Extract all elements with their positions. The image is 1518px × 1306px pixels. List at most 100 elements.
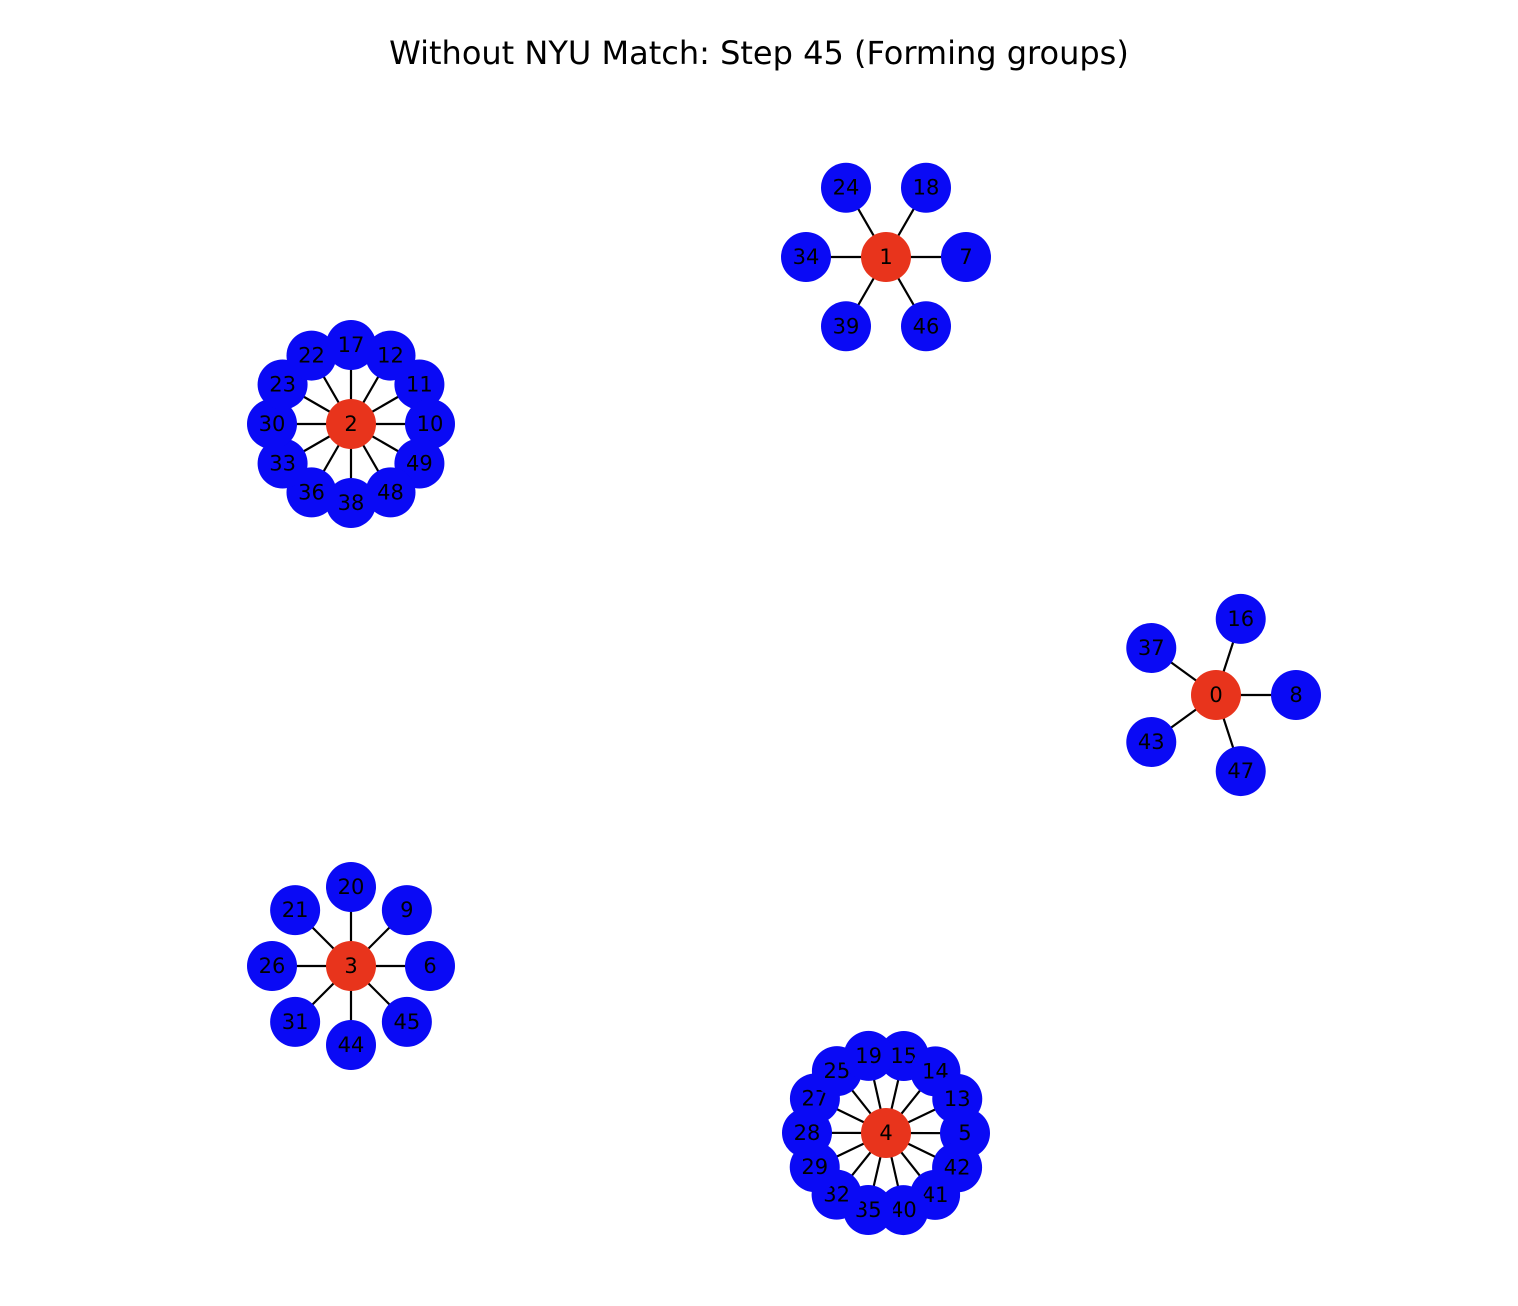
member-node-10: 10 — [405, 399, 455, 449]
hub-circle — [861, 232, 911, 282]
member-node-9: 9 — [381, 885, 432, 936]
member-circle — [326, 1020, 376, 1070]
member-node-24: 24 — [821, 162, 871, 213]
node-label: 0 — [1209, 683, 1222, 707]
node-label: 44 — [338, 1033, 365, 1057]
member-node-21: 21 — [270, 885, 321, 936]
member-node-33: 33 — [257, 438, 308, 489]
node-label: 10 — [417, 412, 444, 436]
member-node-31: 31 — [270, 996, 321, 1047]
member-node-6: 6 — [405, 941, 455, 991]
member-node-38: 38 — [326, 478, 376, 528]
member-circle — [878, 1185, 929, 1236]
member-node-26: 26 — [247, 941, 297, 991]
member-circle — [901, 162, 951, 213]
member-circle — [941, 232, 991, 282]
member-circle — [270, 885, 321, 936]
node-label: 28 — [794, 1121, 821, 1145]
hub-circle — [861, 1108, 911, 1158]
member-circle — [326, 320, 376, 370]
node-label: 38 — [338, 491, 365, 515]
node-label: 2 — [344, 412, 357, 436]
member-circle — [270, 996, 321, 1047]
diagram-title: Without NYU Match: Step 45 (Forming grou… — [389, 34, 1129, 72]
node-label: 47 — [1227, 759, 1254, 783]
node-label: 12 — [377, 344, 404, 368]
node-label: 23 — [269, 373, 296, 397]
member-node-17: 17 — [326, 320, 376, 370]
member-node-46: 46 — [901, 301, 951, 352]
member-node-19: 19 — [843, 1030, 894, 1081]
node-label: 37 — [1138, 636, 1165, 660]
member-circle — [326, 862, 376, 912]
hub-node-2: 2 — [326, 399, 376, 449]
node-label: 1 — [879, 245, 892, 269]
member-node-20: 20 — [326, 862, 376, 912]
member-circle — [1126, 717, 1177, 768]
node-label: 18 — [913, 176, 940, 200]
member-node-43: 43 — [1126, 717, 1177, 768]
member-circle — [1126, 622, 1177, 673]
node-label: 11 — [406, 373, 433, 397]
member-circle — [257, 438, 308, 489]
member-node-40: 40 — [878, 1185, 929, 1236]
member-circle — [381, 885, 432, 936]
member-circle — [365, 467, 416, 518]
member-node-8: 8 — [1271, 670, 1321, 720]
node-label: 20 — [338, 875, 365, 899]
hub-node-3: 3 — [326, 941, 376, 991]
hub-circle — [1191, 670, 1241, 720]
member-circle — [381, 996, 432, 1047]
hub-circle — [326, 941, 376, 991]
node-label: 6 — [423, 954, 436, 978]
member-node-45: 45 — [381, 996, 432, 1047]
node-label: 31 — [282, 1010, 309, 1034]
member-circle — [326, 478, 376, 528]
node-label: 17 — [338, 333, 365, 357]
edges-layer — [272, 187, 1296, 1211]
member-node-30: 30 — [247, 399, 297, 449]
node-label: 34 — [793, 245, 820, 269]
node-label: 39 — [833, 314, 860, 338]
node-label: 45 — [393, 1010, 420, 1034]
node-label: 7 — [959, 245, 972, 269]
node-label: 49 — [406, 452, 433, 476]
member-circle — [821, 301, 871, 352]
member-circle — [247, 399, 297, 449]
node-label: 36 — [298, 480, 325, 504]
hub-node-1: 1 — [861, 232, 911, 282]
hub-circle — [326, 399, 376, 449]
member-circle — [405, 399, 455, 449]
member-node-44: 44 — [326, 1020, 376, 1070]
node-label: 16 — [1227, 607, 1254, 631]
member-circle — [394, 359, 445, 410]
node-label: 46 — [913, 314, 940, 338]
member-circle — [1215, 746, 1266, 797]
node-label: 30 — [259, 412, 286, 436]
hub-node-4: 4 — [861, 1108, 911, 1158]
member-node-37: 37 — [1126, 622, 1177, 673]
node-label: 43 — [1138, 730, 1165, 754]
member-node-22: 22 — [286, 330, 337, 381]
node-label: 29 — [801, 1155, 828, 1179]
member-circle — [247, 941, 297, 991]
node-label: 8 — [1289, 683, 1302, 707]
node-label: 19 — [855, 1044, 882, 1068]
node-label: 5 — [958, 1121, 971, 1145]
node-label: 26 — [259, 954, 286, 978]
node-label: 4 — [879, 1121, 892, 1145]
node-label: 24 — [833, 176, 860, 200]
member-node-18: 18 — [901, 162, 951, 213]
member-node-11: 11 — [394, 359, 445, 410]
member-circle — [405, 941, 455, 991]
member-node-7: 7 — [941, 232, 991, 282]
node-label: 33 — [269, 452, 296, 476]
node-label: 22 — [298, 344, 325, 368]
member-circle — [1271, 670, 1321, 720]
hub-node-0: 0 — [1191, 670, 1241, 720]
member-circle — [843, 1030, 894, 1081]
member-circle — [286, 330, 337, 381]
member-node-34: 34 — [781, 232, 831, 282]
